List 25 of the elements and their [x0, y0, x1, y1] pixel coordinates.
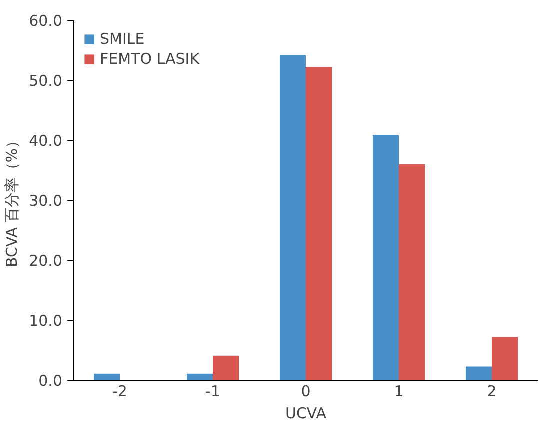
x-axis-title: UCVA	[285, 404, 328, 422]
y-tick-label: 0.0	[38, 372, 63, 390]
bar	[372, 135, 399, 380]
y-tick-label: 50.0	[29, 72, 63, 90]
bar	[492, 337, 518, 380]
bar	[306, 67, 332, 380]
x-tick-label: 1	[394, 382, 404, 400]
bar	[399, 164, 426, 380]
y-tick-label: 30.0	[29, 192, 63, 210]
y-tick-label: 40.0	[29, 132, 63, 150]
y-tick-label: 60.0	[29, 12, 63, 30]
y-tick-label: 10.0	[29, 312, 63, 330]
x-tick-label: 0	[301, 382, 311, 400]
legend-label: FEMTO LASIK	[100, 50, 200, 68]
x-tick-label: -2	[112, 382, 128, 400]
bar	[213, 356, 240, 380]
bar	[186, 374, 213, 380]
x-tick-label: 2	[487, 382, 497, 400]
y-axis-title: BCVA 百分率（%）	[3, 133, 22, 268]
x-tick-label: -1	[206, 382, 220, 400]
bar	[280, 55, 306, 380]
y-tick-label: 20.0	[29, 252, 63, 270]
bar	[466, 366, 492, 380]
bar	[94, 374, 120, 380]
legend-label: SMILE	[100, 30, 145, 48]
